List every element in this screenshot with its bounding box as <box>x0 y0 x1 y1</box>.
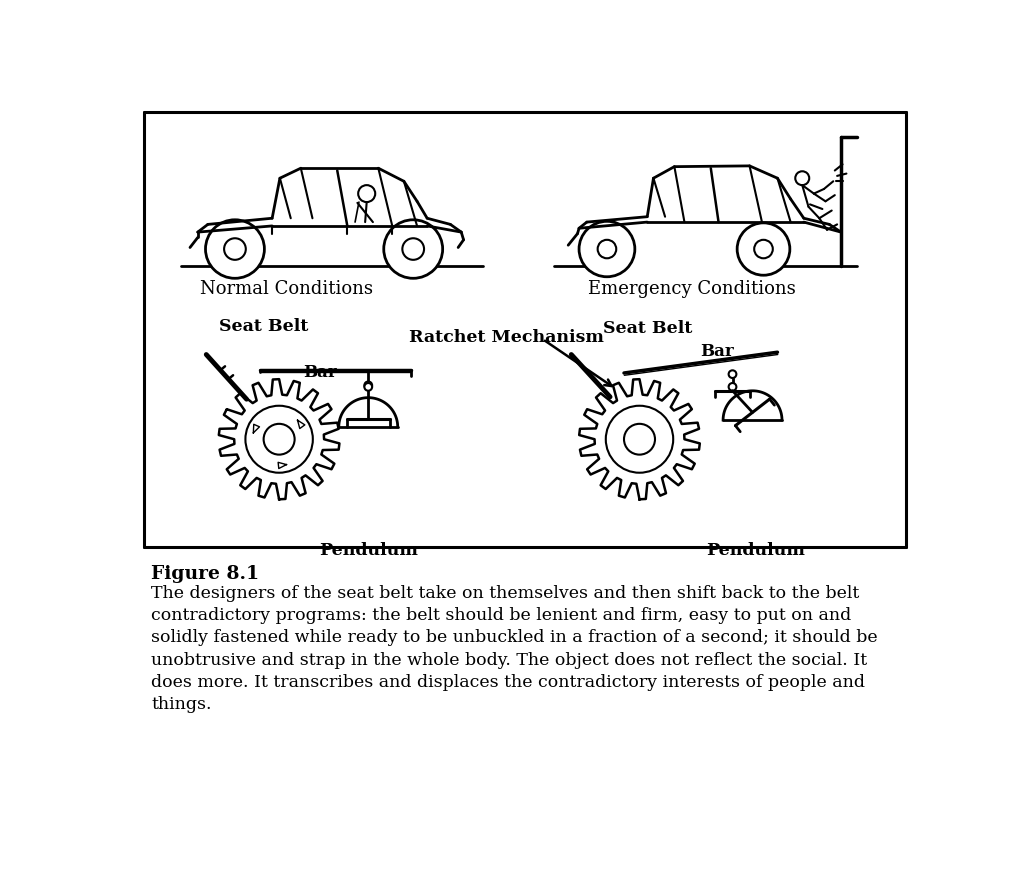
Text: Ratchet Mechanism: Ratchet Mechanism <box>409 329 603 346</box>
Circle shape <box>246 406 313 473</box>
Text: Bar: Bar <box>303 364 337 381</box>
Circle shape <box>579 222 635 276</box>
Circle shape <box>598 240 616 258</box>
Circle shape <box>206 220 264 278</box>
Text: unobtrusive and strap in the whole body. The object does not reflect the social.: unobtrusive and strap in the whole body.… <box>152 652 867 669</box>
Circle shape <box>729 383 736 391</box>
Circle shape <box>737 222 790 275</box>
Circle shape <box>384 220 442 278</box>
Text: Emergency Conditions: Emergency Conditions <box>589 280 796 298</box>
Circle shape <box>606 406 673 473</box>
Circle shape <box>263 424 295 454</box>
Text: Pendulum: Pendulum <box>318 541 418 559</box>
Text: contradictory programs: the belt should be lenient and firm, easy to put on and: contradictory programs: the belt should … <box>152 607 852 624</box>
Text: does more. It transcribes and displaces the contradictory interests of people an: does more. It transcribes and displaces … <box>152 674 865 691</box>
Circle shape <box>365 381 372 389</box>
Circle shape <box>729 370 736 378</box>
Circle shape <box>358 185 375 202</box>
Circle shape <box>755 240 773 258</box>
Text: Seat Belt: Seat Belt <box>602 320 692 337</box>
Circle shape <box>402 238 424 260</box>
Circle shape <box>624 424 655 454</box>
Text: Figure 8.1: Figure 8.1 <box>152 565 259 583</box>
Text: things.: things. <box>152 696 212 713</box>
Text: solidly fastened while ready to be unbuckled in a fraction of a second; it shoul: solidly fastened while ready to be unbuc… <box>152 629 878 647</box>
Text: The designers of the seat belt take on themselves and then shift back to the bel: The designers of the seat belt take on t… <box>152 585 859 601</box>
Circle shape <box>365 383 372 391</box>
Circle shape <box>224 238 246 260</box>
Text: Bar: Bar <box>700 343 734 360</box>
Text: Normal Conditions: Normal Conditions <box>201 280 374 298</box>
Circle shape <box>796 171 809 185</box>
Text: Pendulum: Pendulum <box>707 541 805 559</box>
Text: Seat Belt: Seat Belt <box>219 318 308 335</box>
